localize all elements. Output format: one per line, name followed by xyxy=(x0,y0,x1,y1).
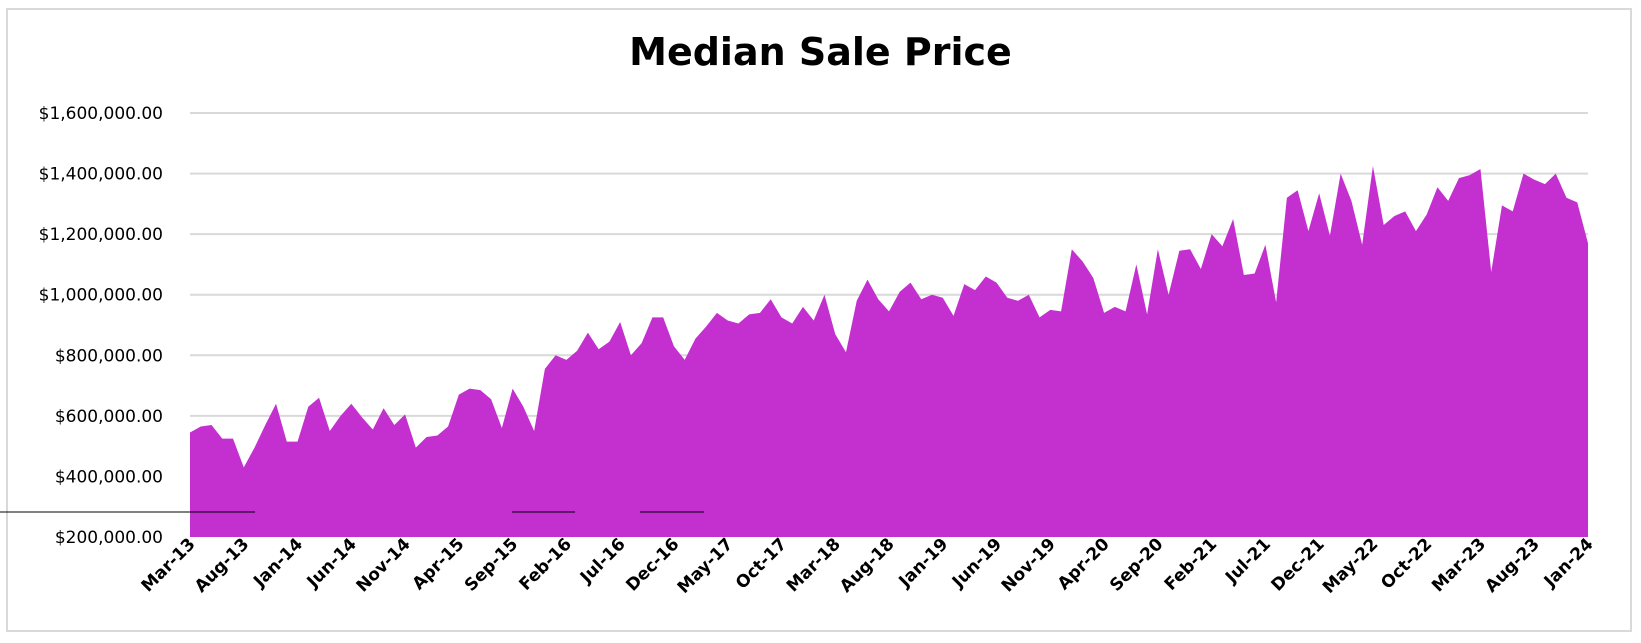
x-tick-label: Aug-13 xyxy=(191,534,253,596)
y-tick-label: $600,000.00 xyxy=(55,407,163,427)
x-tick-label: Aug-23 xyxy=(1481,534,1543,596)
x-tick-label: Jul-16 xyxy=(576,534,630,588)
x-tick-label: Dec-16 xyxy=(622,534,683,595)
y-tick-label: $800,000.00 xyxy=(55,346,163,366)
y-tick-label: $1,600,000.00 xyxy=(39,104,163,124)
y-tick-label: $200,000.00 xyxy=(55,528,163,548)
x-tick-label: Sep-15 xyxy=(461,534,522,595)
x-tick-label: Oct-17 xyxy=(732,534,791,593)
area-series xyxy=(190,166,1588,537)
x-tick-label: Dec-21 xyxy=(1268,534,1329,595)
x-tick-label: Jun-14 xyxy=(303,534,361,592)
x-tick-label: May-22 xyxy=(1319,534,1382,597)
x-tick-label: May-17 xyxy=(674,534,737,597)
x-tick-label: Mar-18 xyxy=(783,534,845,596)
y-tick-label: $1,400,000.00 xyxy=(39,165,163,185)
x-tick-label: Apr-20 xyxy=(1054,534,1114,594)
x-tick-label: Oct-22 xyxy=(1377,534,1436,593)
y-tick-label: $400,000.00 xyxy=(55,467,163,487)
x-tick-label: Jun-19 xyxy=(948,534,1006,592)
x-tick-label: Sep-20 xyxy=(1106,534,1167,595)
area-fill xyxy=(190,166,1588,537)
x-tick-label: Jan-19 xyxy=(895,534,953,592)
chart-title: Median Sale Price xyxy=(629,30,1012,74)
x-tick-label: Apr-15 xyxy=(409,534,469,594)
x-tick-label: Nov-19 xyxy=(998,534,1060,596)
x-tick-label: Feb-21 xyxy=(1161,534,1221,594)
y-axis-labels: $200,000.00 $400,000.00 $600,000.00 $800,00… xyxy=(39,104,163,548)
y-tick-label: $1,000,000.00 xyxy=(39,286,163,306)
x-tick-label: Mar-23 xyxy=(1428,534,1490,596)
x-tick-label: Aug-18 xyxy=(836,534,898,596)
x-axis-labels: Mar-13Aug-13Jan-14Jun-14Nov-14Apr-15Sep-… xyxy=(138,534,1598,598)
x-tick-label: Jul-21 xyxy=(1221,534,1275,588)
x-tick-label: Jan-24 xyxy=(1540,534,1598,592)
y-tick-label: $1,200,000.00 xyxy=(39,225,163,245)
x-tick-label: Jan-14 xyxy=(249,534,307,592)
x-tick-label: Feb-16 xyxy=(516,534,576,594)
x-tick-label: Nov-14 xyxy=(353,534,415,596)
data-points xyxy=(189,165,1589,468)
